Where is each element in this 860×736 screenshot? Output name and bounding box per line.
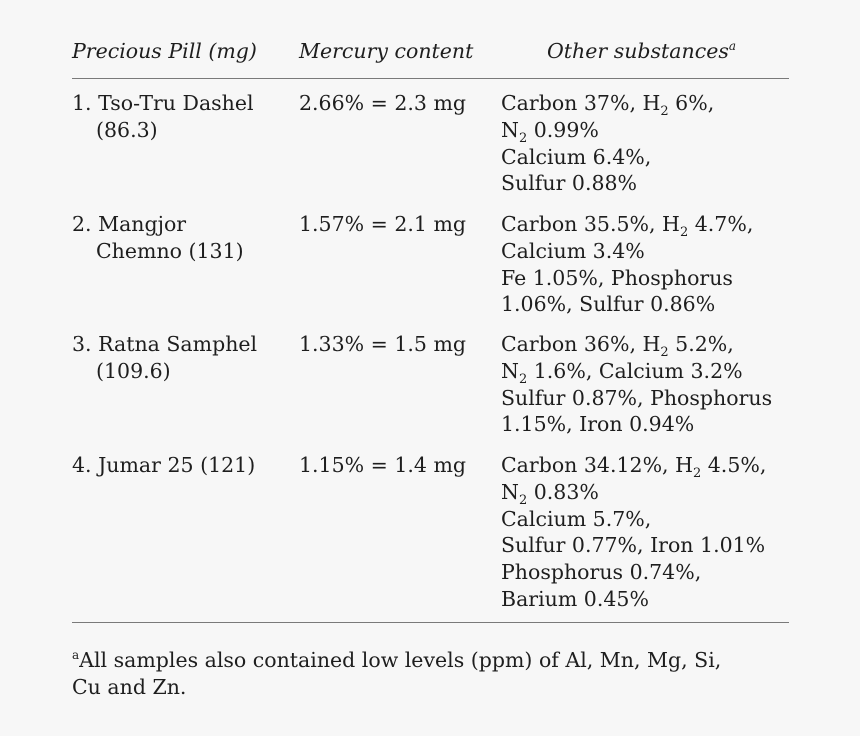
table-row: 4. Jumar 25 (121) 1.15% = 1.4 mg Carbon 34… [72, 452, 789, 622]
substance-text-continued: 6%, [668, 91, 715, 115]
substance-line: Fe 1.05%, Phosphorus [501, 265, 801, 292]
substance-text: Barium 0.45% [501, 586, 649, 611]
substance-text: Calcium 5.7%, [501, 506, 652, 531]
header-precious-pill: Precious Pill (mg) [72, 39, 257, 63]
substance-line: Sulfur 0.87%, Phosphorus [501, 385, 801, 412]
substance-line: Carbon 36%, H2 5.2%, [501, 331, 801, 360]
other-substances-cell: Carbon 36%, H2 5.2%, N2 1.6%, Calcium 3.2… [501, 331, 801, 452]
mercury-content-cell: 1.57% = 2.1 mg [299, 212, 467, 236]
substance-text: N [501, 479, 519, 504]
substance-text: Fe 1.05%, Phosphorus [501, 265, 733, 290]
subscript: 2 [660, 345, 669, 360]
substance-line: Calcium 3.4% [501, 238, 801, 265]
substance-text: Sulfur 0.87%, Phosphorus [501, 385, 773, 410]
substance-text: Calcium 3.4% [501, 238, 645, 263]
mercury-content-cell: 2.66% = 2.3 mg [299, 91, 467, 115]
footnote-marker: a [728, 39, 737, 53]
substance-text: Carbon 34.12%, H [501, 453, 693, 477]
pill-weight: (109.6) [96, 358, 171, 383]
table-row: 2. Mangjor Chemno (131) 1.57% = 2.1 mg Carb… [72, 211, 789, 331]
pill-name: 2. Mangjor [72, 212, 187, 236]
substance-line: N2 0.83% [501, 479, 801, 508]
pill-weight: (86.3) [96, 117, 158, 142]
substance-text-continued: 0.99% [527, 117, 599, 142]
substance-text-continued: 4.5%, [701, 453, 767, 477]
pill-name-cell: 3. Ratna Samphel (109.6) [72, 331, 299, 452]
pill-name: 3. Ratna Samphel [72, 332, 258, 356]
footnote-text-continued: Cu and Zn. [72, 674, 187, 699]
table-row: 1. Tso-Tru Dashel (86.3) 2.66% = 2.3 mg Car… [72, 90, 789, 211]
table-body: 1. Tso-Tru Dashel (86.3) 2.66% = 2.3 mg Car… [72, 79, 789, 622]
substance-line: N2 1.6%, Calcium 3.2% [501, 358, 801, 387]
subscript: 2 [679, 225, 689, 240]
substance-text: Calcium 6.4%, [501, 144, 652, 169]
substance-line: Phosphorus 0.74%, [501, 559, 801, 586]
substance-text-continued: 1.6%, Calcium 3.2% [527, 358, 743, 383]
subscript: 2 [518, 130, 528, 146]
footnote-text: All samples also contained low levels (p… [79, 648, 722, 672]
mercury-content-cell: 1.33% = 1.5 mg [299, 332, 467, 356]
pill-name-cell: 2. Mangjor Chemno (131) [72, 211, 299, 331]
pill-weight: Chemno (131) [96, 238, 244, 263]
substance-text: N [501, 358, 519, 383]
substance-text: Phosphorus 0.74%, [501, 560, 702, 585]
substance-line: 1.06%, Sulfur 0.86% [501, 291, 801, 318]
pill-name-cell: 4. Jumar 25 (121) [72, 452, 299, 622]
substance-line: Carbon 35.5%, H2 4.7%, [501, 211, 801, 240]
substance-line: Carbon 34.12%, H2 4.5%, [501, 452, 801, 481]
table-footnote: aAll samples also contained low levels (… [72, 647, 802, 701]
substance-text: Carbon 36%, H [501, 332, 661, 356]
pill-name: 4. Jumar 25 (121) [72, 453, 256, 477]
header-mercury-content: Mercury content [299, 39, 474, 63]
substance-text: Carbon 37%, H [501, 91, 661, 115]
other-substances-cell: Carbon 34.12%, H2 4.5%, N2 0.83% Calcium 5… [501, 452, 801, 622]
substance-line: Sulfur 0.77%, Iron 1.01% [501, 532, 801, 559]
pill-name: 1. Tso-Tru Dashel [72, 91, 254, 115]
header-other-substances: Other substancesa [547, 38, 736, 65]
substance-text: 1.06%, Sulfur 0.86% [501, 292, 716, 317]
substance-line: Barium 0.45% [501, 586, 801, 613]
mercury-content-cell: 1.15% = 1.4 mg [299, 453, 467, 477]
substance-line: Sulfur 0.88% [501, 170, 801, 197]
substance-line: Carbon 37%, H2 6%, [501, 90, 801, 119]
substance-text: Sulfur 0.77%, Iron 1.01% [501, 533, 766, 558]
substance-line: N2 0.99% [501, 117, 801, 146]
header-other-substances-label: Other substances [547, 39, 729, 63]
substance-line: Calcium 6.4%, [501, 144, 801, 171]
other-substances-cell: Carbon 35.5%, H2 4.7%, Calcium 3.4% Fe 1.0… [501, 211, 801, 331]
subscript: 2 [518, 371, 528, 387]
substances-table: Precious Pill (mg) Mercury content Other… [72, 36, 789, 623]
subscript: 2 [518, 492, 528, 508]
pill-name-cell: 1. Tso-Tru Dashel (86.3) [72, 90, 299, 211]
substance-line: Calcium 5.7%, [501, 506, 801, 533]
other-substances-cell: Carbon 37%, H2 6%, N2 0.99% Calcium 6.4%, S… [501, 90, 801, 211]
substance-text: Sulfur 0.88% [501, 171, 638, 196]
substance-text: 1.15%, Iron 0.94% [501, 412, 695, 437]
table-row: 3. Ratna Samphel (109.6) 1.33% = 1.5 mg Car… [72, 331, 789, 452]
subscript: 2 [660, 104, 669, 119]
substance-text: Carbon 35.5%, H [501, 212, 680, 236]
substance-text-continued: 4.7%, [688, 212, 754, 236]
subscript: 2 [692, 466, 702, 481]
substance-text-continued: 5.2%, [668, 332, 734, 356]
substance-text-continued: 0.83% [527, 479, 599, 504]
footnote-mark: a [72, 648, 80, 662]
table-header: Precious Pill (mg) Mercury content Other… [72, 36, 789, 79]
table-bottom-rule [72, 622, 789, 623]
substance-line: 1.15%, Iron 0.94% [501, 411, 801, 438]
substance-text: N [501, 117, 519, 142]
